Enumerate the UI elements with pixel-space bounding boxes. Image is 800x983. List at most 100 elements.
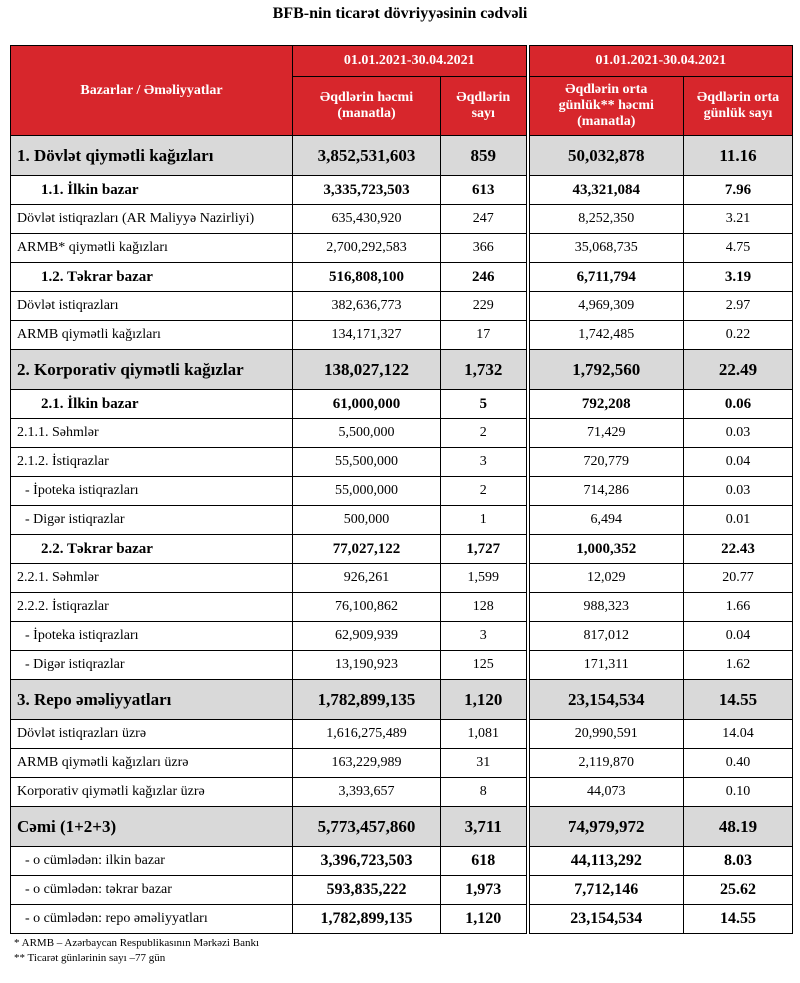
cell-value: 1,599 — [439, 563, 529, 593]
table-row: 1.1. İlkin bazar 3,335,723,503 613 43,321,0… — [10, 175, 794, 205]
cell-value: 43,321,084 — [525, 175, 685, 205]
cell-value: 128 — [439, 592, 529, 622]
table-row: Dövlət istiqrazları üzrə 1,616,275,489 1,0… — [10, 719, 794, 749]
cell-value: 5 — [439, 389, 529, 419]
table-row: ARMB qiymətli kağızları 134,171,327 17 1,74… — [10, 320, 794, 350]
cell-value: 62,909,939 — [292, 621, 441, 651]
cell-value: 14.55 — [683, 904, 794, 934]
cell-value: 1,000,352 — [525, 534, 685, 564]
cell-value: 44,113,292 — [525, 846, 685, 876]
footnote: * ARMB – Azərbaycan Respublikasının Mərk… — [14, 937, 260, 949]
cell-value: 1.66 — [683, 592, 794, 622]
cell-value: 1,081 — [439, 719, 529, 749]
table-body: 1. Dövlət qiymətli kağızları 3,852,531,60… — [10, 135, 794, 934]
cell-value: 1,782,899,135 — [292, 679, 441, 720]
cell-value: 2,700,292,583 — [292, 233, 441, 263]
cell-value: 5,773,457,860 — [292, 806, 441, 847]
cell-value: 635,430,920 — [292, 204, 441, 234]
cell-value: 3 — [439, 447, 529, 477]
cell-value: 1,727 — [439, 534, 529, 564]
cell-value: 229 — [439, 291, 529, 321]
header-row: Əqdlərin həcmi (manatla) Əqdlərin sayı Ə… — [11, 76, 794, 136]
row-label: Dövlət istiqrazları (AR Maliyyə Nazirliy… — [10, 204, 293, 234]
cell-value: 50,032,878 — [525, 135, 685, 176]
cell-value: 247 — [439, 204, 529, 234]
cell-value: 1,973 — [439, 875, 529, 905]
cell-value: 55,500,000 — [292, 447, 441, 477]
cell-value: 11.16 — [683, 135, 794, 176]
row-label: - o cümlədən: ilkin bazar — [10, 846, 293, 876]
cell-value: 171,311 — [525, 650, 685, 680]
cell-value: 714,286 — [525, 476, 685, 506]
table-row: - Digər istiqrazlar 13,190,923 125 171,311 1… — [10, 650, 794, 680]
header-row: Bazarlar / Əməliyyatlar 01.01.2021-30.04… — [10, 45, 794, 136]
cell-value: 22.49 — [683, 349, 794, 390]
cell-value: 516,808,100 — [292, 262, 441, 292]
cell-value: 1,742,485 — [525, 320, 685, 350]
cell-value: 8 — [439, 777, 529, 807]
table-row: 3. Repo əməliyyatları 1,782,899,135 1,120 2… — [10, 679, 794, 720]
cell-value: 125 — [439, 650, 529, 680]
table-row: ARMB qiymətli kağızları üzrə 163,229,989 3… — [10, 748, 794, 778]
cell-value: 0.10 — [683, 777, 794, 807]
cell-value: 6,711,794 — [525, 262, 685, 292]
cell-value: 2 — [439, 476, 529, 506]
cell-value: 366 — [439, 233, 529, 263]
row-label: Dövlət istiqrazları — [10, 291, 293, 321]
column-header: Əqdlərin orta günlük sayı — [683, 76, 794, 136]
cell-value: 1,120 — [439, 904, 529, 934]
table-row: ARMB* qiymətli kağızları 2,700,292,583 366… — [10, 233, 794, 263]
table-row: Dövlət istiqrazları (AR Maliyyə Nazirliy… — [10, 204, 794, 234]
cell-value: 61,000,000 — [292, 389, 441, 419]
cell-value: 13,190,923 — [292, 650, 441, 680]
cell-value: 0.22 — [683, 320, 794, 350]
cell-value: 1.62 — [683, 650, 794, 680]
cell-value: 23,154,534 — [525, 904, 685, 934]
cell-value: 2,119,870 — [525, 748, 685, 778]
cell-value: 8,252,350 — [525, 204, 685, 234]
cell-value: 3,393,657 — [292, 777, 441, 807]
column-header: Əqdlərin sayı — [439, 76, 529, 136]
row-label: 2. Korporativ qiymətli kağızlar — [10, 349, 293, 390]
cell-value: 4,969,309 — [525, 291, 685, 321]
cell-value: 3.19 — [683, 262, 794, 292]
cell-value: 926,261 — [292, 563, 441, 593]
cell-value: 1 — [439, 505, 529, 535]
table-row: Dövlət istiqrazları 382,636,773 229 4,969,3… — [10, 291, 794, 321]
cell-value: 76,100,862 — [292, 592, 441, 622]
cell-value: 246 — [439, 262, 529, 292]
cell-value: 0.04 — [683, 621, 794, 651]
cell-value: 48.19 — [683, 806, 794, 847]
cell-value: 3,852,531,603 — [292, 135, 441, 176]
cell-value: 134,171,327 — [292, 320, 441, 350]
column-header: Əqdlərin həcmi (manatla) — [292, 76, 441, 136]
cell-value: 7,712,146 — [525, 875, 685, 905]
table-row: 2.2.1. Səhmlər 926,261 1,599 12,029 20.77 — [10, 563, 794, 593]
cell-value: 1,616,275,489 — [292, 719, 441, 749]
row-label: ARMB qiymətli kağızları — [10, 320, 293, 350]
table-row: - o cümlədən: repo əməliyyatları 1,782,89… — [10, 904, 794, 934]
row-label: 2.1. İlkin bazar — [10, 389, 293, 419]
cell-value: 0.04 — [683, 447, 794, 477]
cell-value: 0.01 — [683, 505, 794, 535]
cell-value: 4.75 — [683, 233, 794, 263]
cell-value: 3.21 — [683, 204, 794, 234]
row-label: - Digər istiqrazlar — [10, 650, 293, 680]
cell-value: 720,779 — [525, 447, 685, 477]
cell-value: 859 — [439, 135, 529, 176]
cell-value: 74,979,972 — [525, 806, 685, 847]
cell-value: 382,636,773 — [292, 291, 441, 321]
row-label: 1. Dövlət qiymətli kağızları — [10, 135, 293, 176]
cell-value: 44,073 — [525, 777, 685, 807]
table-header: Bazarlar / Əməliyyatlar 01.01.2021-30.04… — [10, 45, 794, 136]
cell-value: 792,208 — [525, 389, 685, 419]
row-label: 1.2. Təkrar bazar — [10, 262, 293, 292]
cell-value: 138,027,122 — [292, 349, 441, 390]
table-row: 2.2. Təkrar bazar 77,027,122 1,727 1,000,35… — [10, 534, 794, 564]
row-label: 2.2. Təkrar bazar — [10, 534, 293, 564]
cell-value: 988,323 — [525, 592, 685, 622]
table-row: 2. Korporativ qiymətli kağızlar 138,027,1… — [10, 349, 794, 390]
table-row: - o cümlədən: təkrar bazar 593,835,222 1,9… — [10, 875, 794, 905]
cell-value: 1,792,560 — [525, 349, 685, 390]
cell-value: 12,029 — [525, 563, 685, 593]
